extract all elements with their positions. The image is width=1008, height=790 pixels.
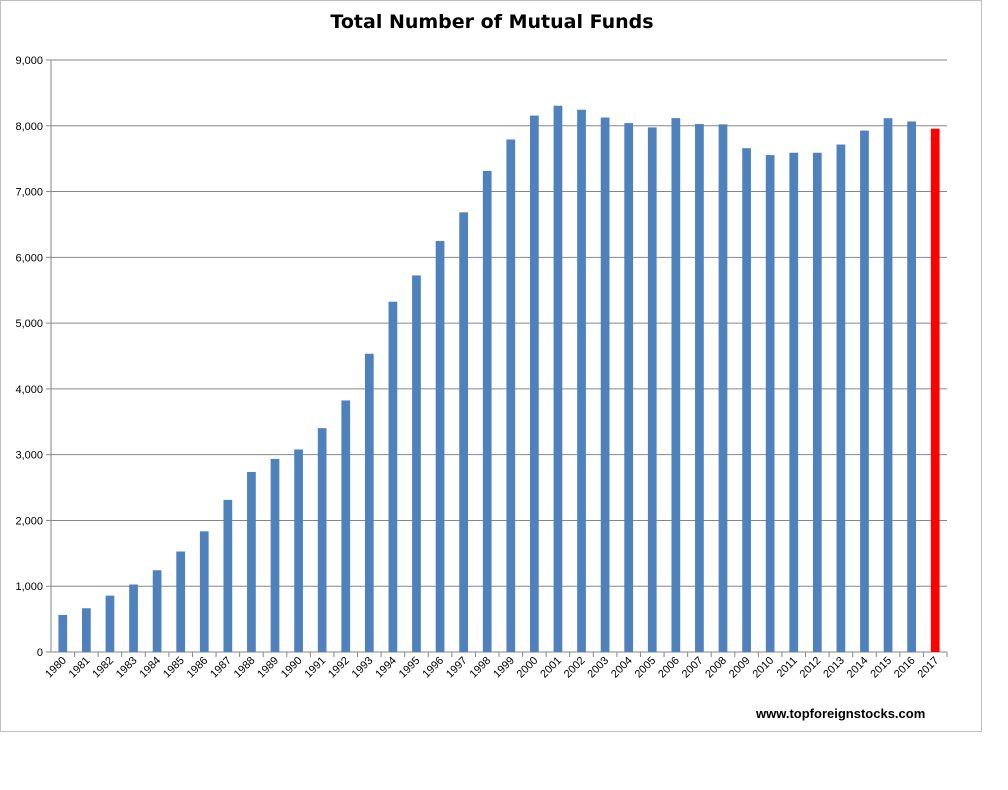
x-tick-label: 2000 <box>515 655 541 681</box>
x-tick-label: 1990 <box>279 655 305 681</box>
x-tick-label: 1999 <box>491 655 517 681</box>
source-url: www.topforeignstocks.com <box>756 706 926 721</box>
bar-2011 <box>789 152 799 652</box>
bar-1996 <box>435 241 445 652</box>
y-tick-label: 0 <box>37 647 43 659</box>
bar-2006 <box>671 118 681 652</box>
bar-2007 <box>695 124 704 652</box>
x-tick-label: 1988 <box>232 655 258 681</box>
chart-title: Total Number of Mutual Funds <box>330 11 654 33</box>
bar-2014 <box>860 130 869 652</box>
bar-1998 <box>482 170 492 652</box>
bar-1984 <box>152 570 162 652</box>
y-tick-label: 8,000 <box>15 121 43 133</box>
bar-1989 <box>270 458 280 652</box>
bar-1987 <box>223 499 233 652</box>
x-tick-label: 1989 <box>255 655 281 681</box>
bar-2015 <box>883 118 893 653</box>
x-tick-label: 2003 <box>585 655 611 681</box>
bar-1999 <box>506 139 516 652</box>
x-tick-label: 1996 <box>420 655 446 681</box>
bar-2005 <box>647 127 657 652</box>
bar-2004 <box>624 123 634 653</box>
x-tick-label: 2007 <box>680 655 706 681</box>
x-tick-label: 2002 <box>562 655 588 681</box>
bar-1986 <box>199 531 209 652</box>
x-tick-label: 1995 <box>397 655 423 681</box>
bar-chart-plot: 0 1,000 2,000 3,000 4,000 5,000 6,000 7,000 8,00… <box>15 55 948 681</box>
x-tick-label: 2008 <box>703 655 729 681</box>
x-tick-label: 2012 <box>798 655 824 681</box>
x-tick-label: 2017 <box>916 655 942 681</box>
x-tick-label: 2004 <box>609 655 635 681</box>
x-tick-label: 2013 <box>821 655 847 681</box>
bar-1990 <box>294 449 303 652</box>
bar-2012 <box>812 152 822 652</box>
bar-2003 <box>600 117 610 653</box>
bar-1993 <box>364 353 374 652</box>
x-tick-label: 1993 <box>350 655 376 681</box>
x-tick-label: 1981 <box>67 655 93 681</box>
bar-1985 <box>176 551 186 652</box>
bar-1982 <box>105 595 115 652</box>
bar-1988 <box>247 471 256 652</box>
bar-1981 <box>82 608 91 652</box>
y-tick-label: 4,000 <box>15 384 43 396</box>
bar-2013 <box>836 144 846 652</box>
bar-1992 <box>341 400 351 652</box>
x-tick-label: 2006 <box>656 655 682 681</box>
x-tick-label: 2009 <box>727 655 753 681</box>
bar-2008 <box>718 124 728 652</box>
bar-1995 <box>412 275 421 652</box>
x-tick-label: 1980 <box>43 655 69 681</box>
y-tick-label: 2,000 <box>15 515 43 527</box>
x-tick-label: 1985 <box>161 655 187 681</box>
bar-1997 <box>459 212 468 652</box>
x-tick-label: 1984 <box>137 655 163 681</box>
x-tick-label: 1991 <box>302 655 328 681</box>
bar-2009 <box>742 148 751 652</box>
x-tick-label: 1994 <box>373 655 399 681</box>
x-tick-label: 1982 <box>90 655 116 681</box>
x-tick-label: 2015 <box>868 655 894 681</box>
bar-2001 <box>553 105 563 652</box>
x-tick-label: 2016 <box>892 655 918 681</box>
bar-2002 <box>577 109 586 652</box>
y-tick-label: 3,000 <box>15 450 43 462</box>
chart-frame: Total Number of Mutual Funds 0 1,000 2,000… <box>0 0 982 732</box>
y-tick-label: 5,000 <box>15 318 43 330</box>
x-tick-label: 2010 <box>750 655 776 681</box>
bar-1980 <box>58 614 68 652</box>
x-tick-label: 1983 <box>114 655 140 681</box>
bar-2010 <box>765 155 775 652</box>
bar-2016 <box>907 121 916 652</box>
bar-1994 <box>388 301 398 652</box>
x-tick-label: 1986 <box>185 655 211 681</box>
x-tick-label: 1992 <box>326 655 352 681</box>
y-tick-label: 7,000 <box>15 187 43 199</box>
bar-1983 <box>129 584 138 652</box>
bar-2000 <box>530 115 539 653</box>
bar-2017 <box>930 128 940 652</box>
x-tick-label: 1987 <box>208 655 234 681</box>
x-tick-label: 1998 <box>468 655 494 681</box>
y-tick-label: 1,000 <box>15 581 43 593</box>
x-tick-label: 2011 <box>775 655 800 680</box>
x-tick-label: 2001 <box>538 655 564 681</box>
y-tick-label: 9,000 <box>15 55 43 67</box>
y-tick-label: 6,000 <box>15 252 43 264</box>
bar-1991 <box>317 428 327 652</box>
x-tick-label: 2014 <box>845 655 871 681</box>
x-tick-label: 1997 <box>444 655 470 681</box>
x-tick-label: 2005 <box>633 655 659 681</box>
